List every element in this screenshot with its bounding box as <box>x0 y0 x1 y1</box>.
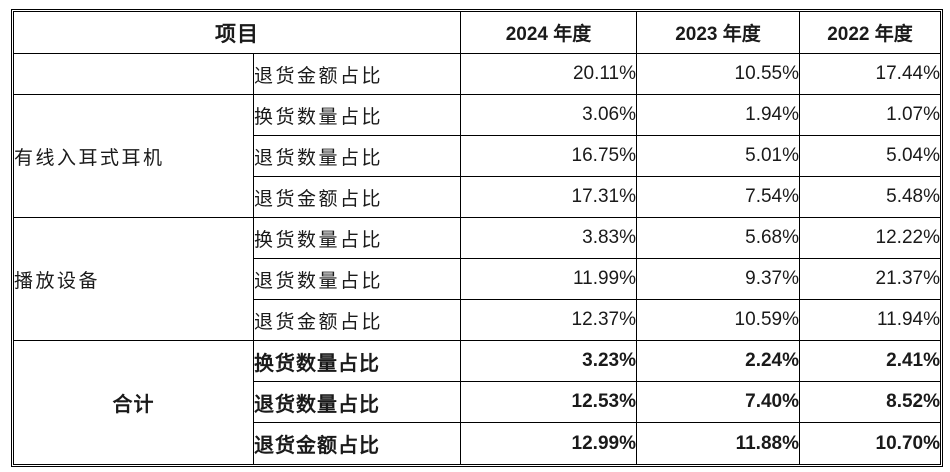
table-header-row: 项目 2024 年度 2023 年度 2022 年度 <box>14 12 940 54</box>
value-2023: 5.68% <box>637 218 800 259</box>
value-2022: 10.70% <box>800 423 940 464</box>
value-2022: 8.52% <box>800 382 940 423</box>
table-row: 退货金额占比 20.11% 10.55% 17.44% <box>14 54 940 95</box>
value-2023: 10.55% <box>637 54 800 95</box>
value-2023: 9.37% <box>637 259 800 300</box>
column-header-year-2022: 2022 年度 <box>800 12 940 54</box>
returns-exchanges-table: 项目 2024 年度 2023 年度 2022 年度 退货金额占比 20.11%… <box>11 9 943 467</box>
table-row: 播放设备 换货数量占比 3.83% 5.68% 12.22% <box>14 218 940 341</box>
value-2024: 16.75% <box>461 136 637 177</box>
value-2024: 3.06% <box>461 95 637 136</box>
table-row-total: 退货数量占比 12.53% 7.40% 8.52% <box>14 382 940 423</box>
value-2024: 12.99% <box>461 423 637 464</box>
value-2022: 5.04% <box>800 136 940 177</box>
table-row: 退货数量占比 16.75% 5.01% 5.04% <box>14 136 940 177</box>
value-2024: 17.31% <box>461 177 637 218</box>
value-2023: 11.88% <box>637 423 800 464</box>
value-2022: 12.22% <box>800 218 940 259</box>
metric-label: 换货数量占比 <box>254 95 461 136</box>
category-cell-playback-devices: 播放设备 <box>14 218 254 341</box>
value-2024: 12.37% <box>461 300 637 341</box>
value-2023: 7.40% <box>637 382 800 423</box>
category-cell-total: 合计 <box>14 341 254 464</box>
metric-label: 换货数量占比 <box>254 218 461 259</box>
table-row: 退货金额占比 12.37% 10.59% 11.94% <box>14 300 940 341</box>
table-row-total: 合计 换货数量占比 3.23% 2.24% 2.41% <box>14 341 940 464</box>
category-cell-blank <box>14 54 254 95</box>
value-2023: 5.01% <box>637 136 800 177</box>
value-2024: 11.99% <box>461 259 637 300</box>
value-2024: 3.23% <box>461 341 637 382</box>
column-header-item: 项目 <box>14 12 461 54</box>
value-2023: 10.59% <box>637 300 800 341</box>
metric-label: 退货金额占比 <box>254 423 461 464</box>
value-2022: 21.37% <box>800 259 940 300</box>
value-2024: 3.83% <box>461 218 637 259</box>
table-row: 退货数量占比 11.99% 9.37% 21.37% <box>14 259 940 300</box>
metric-label: 换货数量占比 <box>254 341 461 382</box>
metric-label: 退货金额占比 <box>254 300 461 341</box>
value-2023: 2.24% <box>637 341 800 382</box>
value-2024: 12.53% <box>461 382 637 423</box>
metric-label: 退货金额占比 <box>254 177 461 218</box>
metric-label: 退货数量占比 <box>254 382 461 423</box>
value-2022: 11.94% <box>800 300 940 341</box>
value-2024: 20.11% <box>461 54 637 95</box>
category-cell-wired-earphones: 有线入耳式耳机 <box>14 95 254 218</box>
value-2023: 1.94% <box>637 95 800 136</box>
metric-label: 退货数量占比 <box>254 136 461 177</box>
table-row: 有线入耳式耳机 换货数量占比 3.06% 1.94% 1.07% <box>14 95 940 218</box>
metric-label: 退货数量占比 <box>254 259 461 300</box>
table-row: 退货金额占比 17.31% 7.54% 5.48% <box>14 177 940 218</box>
value-2022: 5.48% <box>800 177 940 218</box>
value-2022: 17.44% <box>800 54 940 95</box>
table-row-total: 退货金额占比 12.99% 11.88% 10.70% <box>14 423 940 464</box>
column-header-year-2024: 2024 年度 <box>461 12 637 54</box>
value-2023: 7.54% <box>637 177 800 218</box>
column-header-year-2023: 2023 年度 <box>637 12 800 54</box>
metric-label: 退货金额占比 <box>254 54 461 95</box>
value-2022: 1.07% <box>800 95 940 136</box>
value-2022: 2.41% <box>800 341 940 382</box>
